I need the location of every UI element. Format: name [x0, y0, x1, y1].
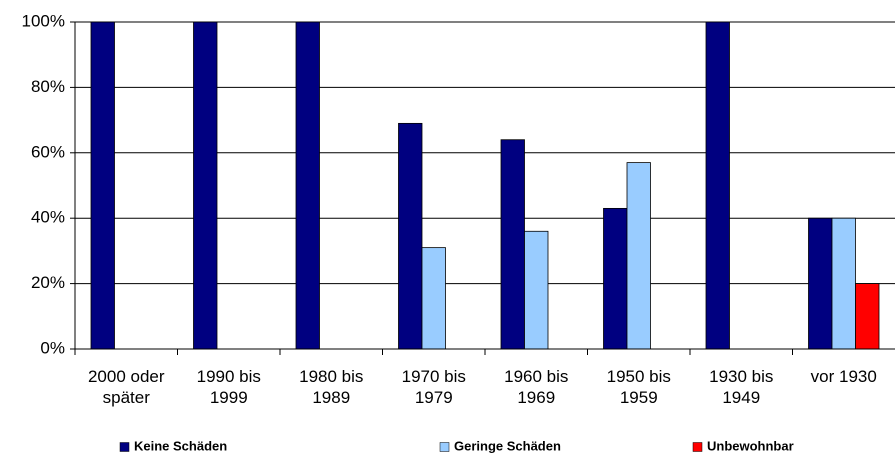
- x-tick-label: vor 1930: [810, 367, 877, 386]
- bar: [524, 230, 549, 350]
- bar: [705, 21, 730, 350]
- bar: [855, 283, 880, 350]
- legend-swatch: [439, 442, 450, 452]
- x-tick-label: 1950 bis 1959: [606, 367, 671, 407]
- bar: [90, 21, 115, 350]
- legend-label: Unbewohnbar: [707, 438, 794, 453]
- bar: [831, 217, 856, 350]
- bar: [398, 122, 423, 350]
- y-tick-label: 100%: [22, 11, 65, 30]
- legend-swatch: [119, 442, 130, 452]
- bar: [626, 162, 651, 350]
- x-tick-label: 1970 bis 1979: [401, 367, 466, 407]
- x-tick-label: 1930 bis 1949: [709, 367, 774, 407]
- legend-label: Geringe Schäden: [454, 438, 561, 453]
- y-tick-label: 60%: [31, 142, 65, 161]
- x-tick-label: 1960 bis 1969: [504, 367, 569, 407]
- legend-label: Keine Schäden: [134, 438, 227, 453]
- bar: [295, 21, 320, 350]
- bar: [808, 217, 833, 350]
- bar: [421, 247, 446, 350]
- y-tick-label: 0%: [40, 338, 65, 357]
- y-tick-label: 80%: [31, 77, 65, 96]
- x-tick-label: 1990 bis 1999: [196, 367, 261, 407]
- bar: [603, 207, 628, 350]
- x-tick-label: 1980 bis 1989: [299, 367, 364, 407]
- y-tick-label: 40%: [31, 208, 65, 227]
- x-tick-label: 2000 oder später: [87, 367, 165, 407]
- bar: [193, 21, 218, 350]
- legend-swatch: [692, 442, 703, 452]
- y-tick-label: 20%: [31, 273, 65, 292]
- bar: [500, 139, 525, 350]
